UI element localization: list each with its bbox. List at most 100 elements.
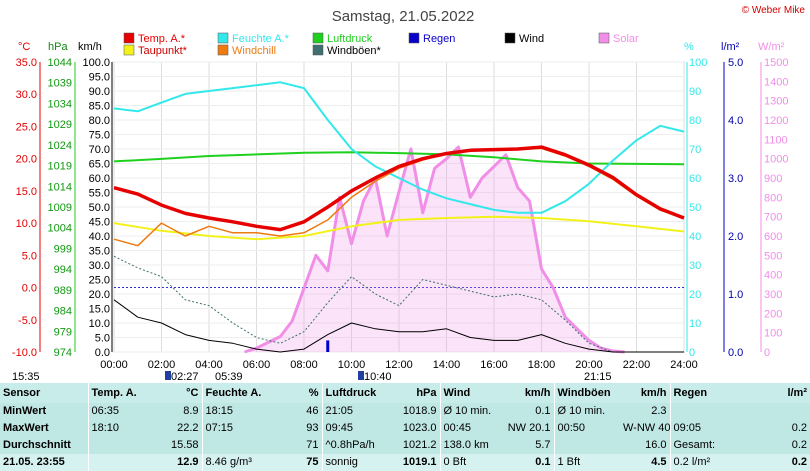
table-cell: 09:05 bbox=[669, 420, 750, 438]
series-line-windben bbox=[113, 255, 684, 353]
humid-tick-label: 20 bbox=[689, 289, 701, 301]
x-tick-label: 04:00 bbox=[195, 359, 223, 371]
wind-tick-label: 85.0 bbox=[89, 101, 110, 113]
table-cell bbox=[87, 437, 140, 455]
legend-label: Temp. A.* bbox=[138, 33, 186, 45]
solar-tick-label: 0 bbox=[764, 347, 770, 359]
wind-tick-label: 5.0 bbox=[95, 333, 110, 345]
pressure-tick-label: 1019 bbox=[48, 161, 72, 173]
table-cell: Temp. A. bbox=[87, 383, 140, 404]
humid-tick-label: 10 bbox=[689, 318, 701, 330]
x-tick-label: 24:00 bbox=[670, 359, 698, 371]
solar-tick-label: 1500 bbox=[764, 57, 788, 69]
legend-label: Solar bbox=[613, 33, 639, 45]
wind-tick-label: 10.0 bbox=[89, 318, 110, 330]
table-cell: 22.2 bbox=[177, 422, 199, 435]
table-cell bbox=[201, 437, 272, 455]
series-line-tempa bbox=[113, 145, 685, 232]
series-line-solar bbox=[244, 145, 625, 354]
table-cell: 16.0 bbox=[645, 439, 667, 452]
table-cell: Sensor bbox=[0, 383, 88, 404]
table-cell: km/h bbox=[620, 383, 670, 404]
table-cell: W-NW 40.6 bbox=[623, 422, 670, 435]
solar-tick-label: 1200 bbox=[764, 115, 788, 127]
solar-tick-label: 100 bbox=[764, 328, 782, 340]
table-cell: 21:05 bbox=[321, 403, 382, 421]
legend-label: Windböen* bbox=[327, 45, 382, 57]
humid-tick-label: 50 bbox=[689, 202, 701, 214]
rain-tick-label: 2.0 bbox=[728, 231, 743, 243]
temp-tick-label: -10.0 bbox=[12, 347, 37, 359]
table-cell: 0.1 bbox=[502, 454, 554, 471]
humid-unit-label: % bbox=[684, 41, 694, 53]
table-cell: Regen bbox=[669, 383, 750, 404]
rain-tick-label: 4.0 bbox=[728, 115, 743, 127]
pressure-tick-label: 979 bbox=[54, 326, 72, 338]
table-cell: Windböen bbox=[553, 383, 620, 404]
moon-marker-icon bbox=[358, 371, 364, 380]
wind-tick-label: 60.0 bbox=[89, 173, 110, 185]
x-tick-label: 18:00 bbox=[528, 359, 556, 371]
wind-tick-label: 35.0 bbox=[89, 246, 110, 258]
event-time-label: 10:40 bbox=[364, 371, 392, 383]
x-tick-label: 14:00 bbox=[433, 359, 461, 371]
table-cell: 1019.1 bbox=[382, 454, 440, 471]
table-cell: Wind bbox=[439, 383, 502, 404]
wind-tick-label: 30.0 bbox=[89, 260, 110, 272]
table-cell: Ø 10 min. bbox=[553, 403, 620, 421]
table-cell: Ø 10 min. bbox=[439, 403, 502, 421]
table-cell: l/m² bbox=[750, 383, 810, 404]
table-cell: 0.2 bbox=[750, 454, 810, 471]
x-axis: 00:00 02:00 04:00 06:00 08:00 10:00 12:00 14:00… bbox=[100, 359, 698, 371]
humid-tick-label: 0 bbox=[689, 347, 695, 359]
table-cell: 12.9 bbox=[140, 454, 202, 471]
wind-tick-label: 20.0 bbox=[89, 289, 110, 301]
humid-tick-label: 90 bbox=[689, 86, 701, 98]
temp-tick-label: 20.0 bbox=[16, 154, 37, 166]
table-cell: 0.1 bbox=[535, 405, 551, 418]
humid-tick-label: 100 bbox=[689, 57, 707, 69]
pink-square-icon bbox=[598, 32, 610, 44]
pressure-unit-label: hPa bbox=[48, 41, 68, 53]
rain-unit-label: l/m² bbox=[721, 41, 740, 53]
temp-tick-label: 30.0 bbox=[16, 89, 37, 101]
orange-square-icon bbox=[217, 44, 229, 56]
pressure-tick-label: 974 bbox=[54, 347, 72, 359]
table-cell: 00:45 bbox=[439, 420, 502, 438]
table-cell: 2.3 bbox=[651, 405, 667, 418]
table-cell: 0.2 bbox=[791, 439, 807, 452]
table-cell: 71 bbox=[306, 439, 319, 452]
wind-tick-label: 25.0 bbox=[89, 275, 110, 287]
pressure-tick-label: 1039 bbox=[48, 78, 72, 90]
legend-label: Wind bbox=[519, 33, 544, 45]
table-row: Durchschnitt 15.58 71 ^0.8hPa/h 1021.2 138.0 … bbox=[0, 437, 810, 455]
solar-tick-label: 500 bbox=[764, 250, 782, 262]
green-square-icon bbox=[312, 32, 324, 44]
solar-tick-label: 400 bbox=[764, 270, 782, 282]
table-cell: ^0.8hPa/h bbox=[321, 437, 382, 455]
pressure-tick-label: 1044 bbox=[48, 57, 72, 69]
rain-bar bbox=[326, 340, 330, 352]
solar-tick-label: 1000 bbox=[764, 154, 788, 166]
black-square-icon bbox=[504, 32, 516, 44]
event-time-label: 05:39 bbox=[215, 371, 243, 383]
copyright-label: © Weber Mike bbox=[742, 5, 806, 16]
pressure-tick-label: 994 bbox=[54, 264, 72, 276]
temp-tick-label: 0.0 bbox=[22, 283, 37, 295]
table-cell: MaxWert bbox=[3, 422, 49, 435]
x-tick-label: 06:00 bbox=[243, 359, 271, 371]
rain-tick-label: 3.0 bbox=[728, 173, 743, 185]
table-row: 21.05. 23:55 12.9 8.46 g/m³ 75 sonnig 1019.1 0… bbox=[0, 454, 810, 471]
wind-unit-label: km/h bbox=[78, 41, 102, 53]
table-cell: 1 Bft bbox=[553, 454, 620, 471]
event-time-label: 15:35 bbox=[12, 371, 40, 383]
stats-table: Sensor Temp. A. °C Feuchte A.% Luftdruck hPa W… bbox=[0, 383, 810, 471]
x-tick-label: 00:00 bbox=[100, 359, 128, 371]
solar-tick-label: 700 bbox=[764, 212, 782, 224]
x-tick-label: 22:00 bbox=[623, 359, 651, 371]
table-cell: 00:50 bbox=[553, 420, 620, 438]
table-cell: 46 bbox=[306, 405, 319, 418]
legend: Temp. A.* Feuchte A.* Luftdruck Regen Wind So… bbox=[123, 32, 639, 57]
x-tick-label: 08:00 bbox=[290, 359, 318, 371]
wind-tick-label: 65.0 bbox=[89, 159, 110, 171]
